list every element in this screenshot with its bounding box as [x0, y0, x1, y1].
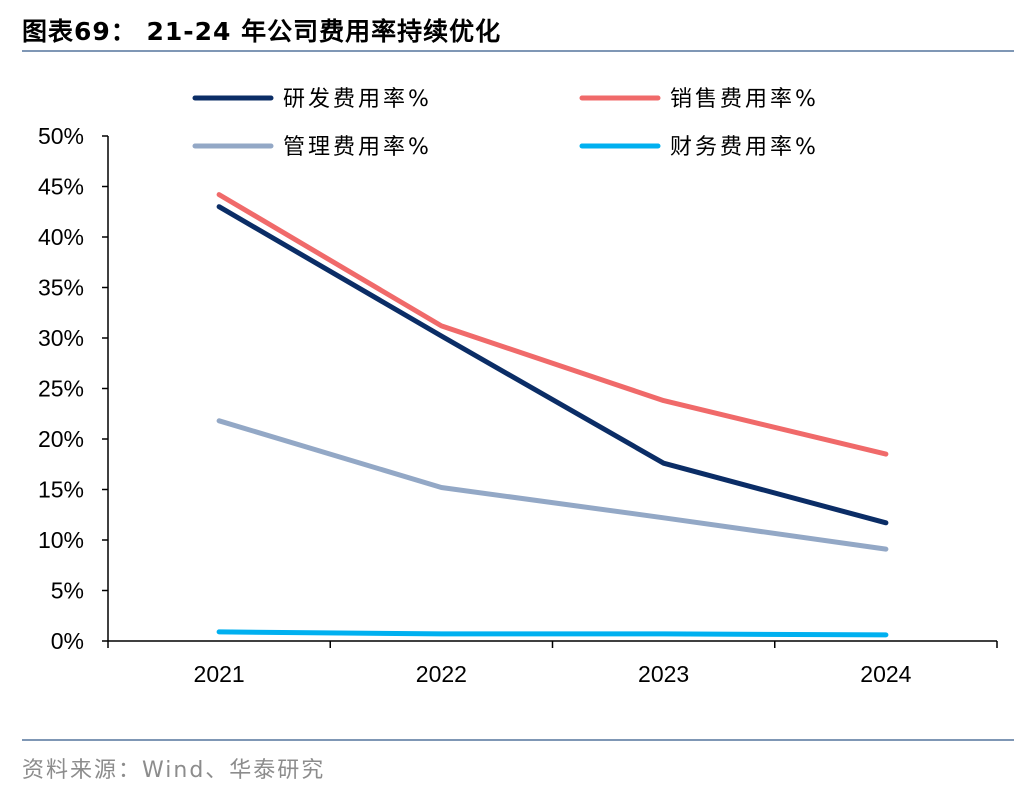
- chart-title: 图表69： 21-24 年公司费用率持续优化: [22, 17, 502, 46]
- source-note: 资料来源：Wind、华泰研究: [22, 758, 326, 783]
- series-line-3: [216, 418, 889, 552]
- y-tick-label: 30%: [38, 325, 84, 351]
- legend-label: 财务费用率%: [670, 135, 819, 160]
- legend-label: 销售费用率%: [670, 87, 819, 112]
- y-tick-label: 0%: [51, 628, 84, 654]
- source-divider: [22, 739, 1014, 741]
- x-tick-label: 2021: [194, 661, 245, 687]
- y-tick-label: 15%: [38, 477, 84, 503]
- series-lines: [216, 192, 889, 638]
- y-tick-label: 5%: [51, 578, 84, 604]
- y-tick-label: 35%: [38, 275, 84, 301]
- series-line-2: [216, 192, 889, 457]
- y-tick-label: 10%: [38, 527, 84, 553]
- chart-legend: 研发费用率% 销售费用率% 管理费用率% 财务费用率%: [192, 87, 819, 160]
- y-tick-label: 40%: [38, 224, 84, 250]
- y-tick-label: 45%: [38, 174, 84, 200]
- y-tick-label: 25%: [38, 376, 84, 402]
- y-tick-label: 20%: [38, 426, 84, 452]
- series-line-1: [216, 204, 889, 526]
- x-tick-label: 2023: [638, 661, 689, 687]
- legend-label: 研发费用率%: [283, 87, 432, 112]
- chart-axes: 0% 5% 10% 15% 20% 25% 30% 35% 40% 45% 50% 2021 2022 2…: [38, 123, 998, 687]
- y-tick-label: 50%: [38, 123, 84, 149]
- title-divider: [22, 50, 1014, 52]
- legend-label: 管理费用率%: [283, 135, 432, 160]
- x-tick-label: 2024: [860, 661, 911, 687]
- series-line-4: [216, 629, 889, 638]
- x-tick-label: 2022: [416, 661, 467, 687]
